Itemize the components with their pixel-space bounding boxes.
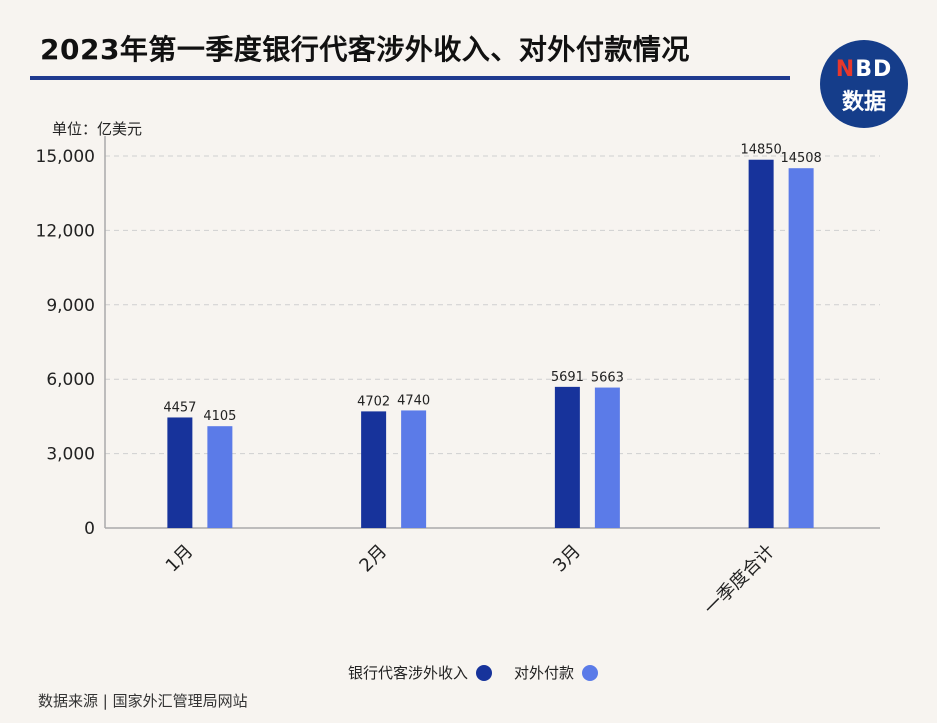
- legend: 银行代客涉外收入 对外付款: [348, 662, 599, 683]
- y-tick-label: 12,000: [36, 221, 95, 241]
- data-label: 4702: [357, 394, 390, 409]
- title-underline: [30, 76, 790, 80]
- bar-payment: [788, 168, 814, 528]
- bar-income: [167, 417, 193, 528]
- y-tick-label: 15,000: [36, 147, 95, 167]
- y-tick-label: 9,000: [46, 296, 95, 316]
- data-label: 5663: [591, 371, 624, 386]
- data-label: 5691: [551, 370, 584, 385]
- bar-income: [748, 159, 774, 528]
- chart-title: 2023年第一季度银行代客涉外收入、对外付款情况: [40, 33, 690, 66]
- y-tick-label: 0: [84, 519, 95, 539]
- data-label: 4740: [397, 393, 430, 408]
- data-label: 4457: [163, 400, 196, 415]
- y-tick-label: 3,000: [46, 445, 95, 465]
- bar-payment: [207, 426, 233, 528]
- x-tick-label: 一季度合计: [700, 541, 778, 619]
- x-tick-label: 3月: [549, 541, 585, 577]
- unit-label: 单位：亿美元: [52, 120, 143, 138]
- bar-income: [554, 386, 580, 528]
- legend-label-payment: 对外付款: [514, 664, 575, 682]
- bar-payment: [594, 387, 620, 528]
- legend-swatch-payment: [582, 664, 599, 681]
- bar-income: [361, 411, 387, 528]
- x-tick-label: 2月: [355, 541, 391, 577]
- bar-payment: [401, 410, 427, 528]
- legend-label-income: 银行代客涉外收入: [348, 664, 469, 682]
- data-label: 14850: [740, 143, 781, 158]
- data-source: 数据来源 | 国家外汇管理局网站: [38, 692, 248, 710]
- data-label: 14508: [780, 151, 821, 166]
- nbd-logo: NBD 数据: [820, 40, 908, 128]
- x-tick-label: 1月: [162, 541, 198, 577]
- legend-swatch-income: [476, 664, 493, 681]
- y-tick-label: 6,000: [46, 370, 95, 390]
- data-label: 4105: [203, 409, 236, 424]
